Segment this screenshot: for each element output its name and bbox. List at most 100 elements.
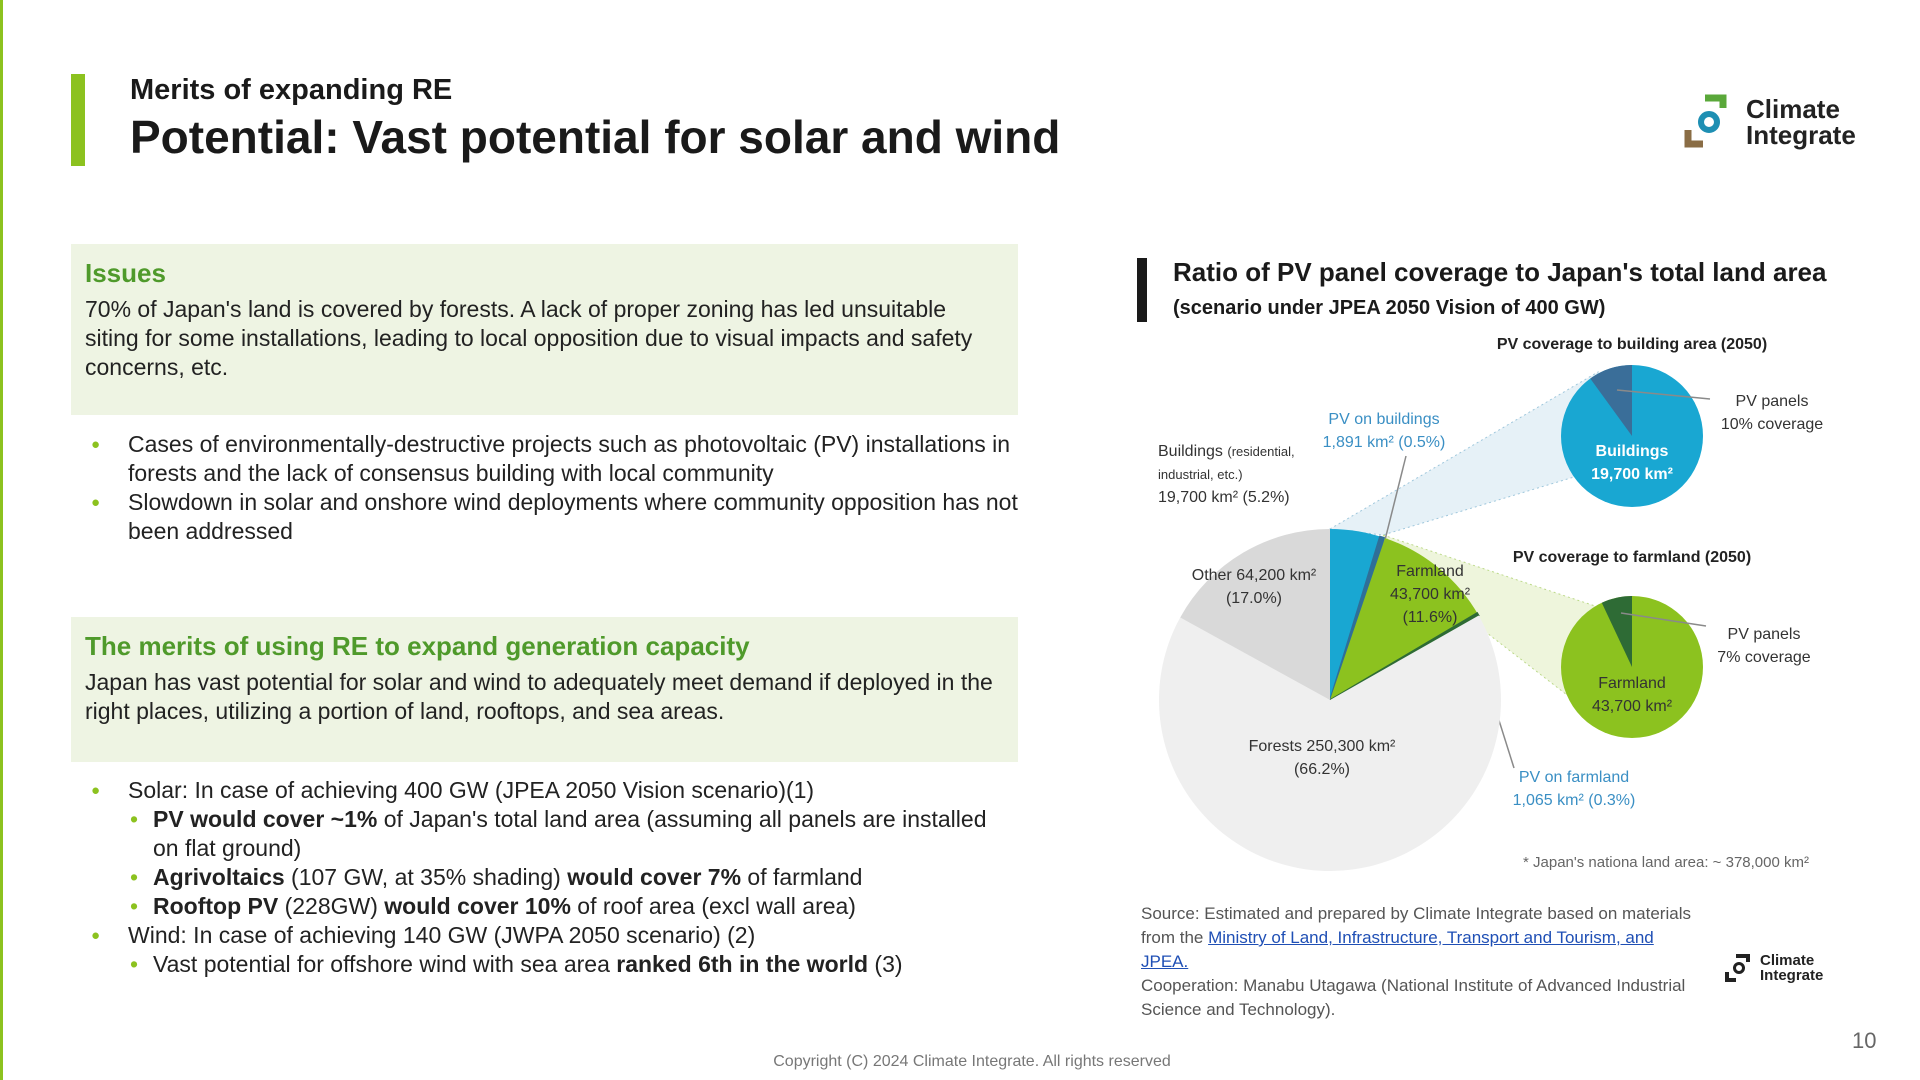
label-part: 19,700 km² [1591, 466, 1673, 483]
edge-bar [0, 0, 3, 1080]
land-note: * Japan's nationa land area: ~ 378,000 k… [1523, 854, 1809, 871]
label-part: PV coverage to building area (2050) [1496, 336, 1768, 353]
label-part: Forests [1248, 738, 1302, 755]
text-run: (3) [868, 951, 903, 977]
issues-box: Issues 70% of Japan's land is covered by… [71, 244, 1018, 415]
label-part: 1,891 km² [1322, 434, 1394, 451]
pie-label: Farmland 43,700 km² [1592, 672, 1672, 718]
source: Source: Estimated and prepared by Climat… [1141, 902, 1701, 1022]
sub-bullet: Vast potential for offshore wind with se… [128, 950, 1018, 979]
label-part: (5.2%) [1242, 489, 1290, 506]
label-part: 10% coverage [1720, 416, 1824, 433]
text-run: Solar: In case of achieving 400 GW (JPEA… [128, 777, 815, 803]
issues-list: Cases of environmentally-destructive pro… [86, 430, 1018, 546]
text-run: would cover 10% [384, 893, 571, 919]
pie-label: Farmland 43,700 km² (11.6%) [1390, 560, 1470, 629]
text-run: Vast potential for offshore wind with se… [153, 951, 617, 977]
label-part: (11.6%) [1402, 609, 1458, 626]
label-part: Other [1191, 567, 1232, 584]
label-part: (17.0%) [1225, 590, 1283, 607]
sub-bullet: Agrivoltaics (107 GW, at 35% shading) wo… [128, 863, 1018, 892]
kicker: Merits of expanding RE [130, 74, 453, 106]
merits-box: The merits of using RE to expand generat… [71, 617, 1018, 762]
sub-list: Vast potential for offshore wind with se… [128, 950, 1018, 979]
pie-label: Buildings (residential, industrial, etc.… [1158, 440, 1328, 509]
label-part: PV on farmland [1518, 769, 1630, 786]
pie-label: PV coverage to farmland (2050) [1513, 549, 1751, 567]
title-bar [71, 74, 85, 166]
pie-label: PV panels 10% coverage [1721, 390, 1823, 436]
label-part: Buildings [1595, 443, 1669, 460]
chart-title-bar [1137, 258, 1147, 322]
text-run: Wind: In case of achieving 140 GW (JWPA … [128, 922, 756, 948]
text-run: Cases of environmentally-destructive pro… [128, 431, 1011, 486]
logo-line: Climate [1760, 952, 1815, 969]
issues-heading: Issues [85, 258, 166, 288]
merits-list: Solar: In case of achieving 400 GW (JPEA… [86, 776, 1018, 979]
bullet: Wind: In case of achieving 140 GW (JWPA … [86, 921, 1018, 979]
label-part: PV coverage to farmland (2050) [1512, 549, 1752, 566]
label-part: PV panels [1735, 393, 1809, 410]
logo-shape [1725, 972, 1736, 982]
text-run: (107 GW, at 35% shading) [284, 864, 568, 890]
pie-label: Other 64,200 km² (17.0%) [1192, 564, 1317, 610]
pie-slice [1180, 529, 1330, 700]
logo-shape [1733, 962, 1745, 974]
logo-shape [1736, 954, 1750, 962]
label-part: 43,700 km² [1591, 698, 1673, 715]
logo-line: Integrate [1760, 967, 1824, 984]
small-logo-text: Climate Integrate [1760, 953, 1823, 983]
sub-bullet: Rooftop PV (228GW) would cover 10% of ro… [128, 892, 1018, 921]
pie-slice [1330, 538, 1479, 700]
text-run: Slowdown in solar and onshore wind deplo… [128, 489, 1018, 544]
leader-line [1620, 612, 1707, 627]
coverage-slice [1590, 365, 1632, 436]
text-run: Source: Estimated and prepared by Climat… [1141, 904, 1691, 947]
link[interactable]: Ministry of Land, Infrastructure, Transp… [1141, 928, 1654, 971]
text-run: Agrivoltaics [153, 864, 285, 890]
text-run: of Japan's total land area (assuming all… [153, 806, 987, 861]
label-part: 250,300 km² [1306, 738, 1396, 755]
leader-line [1616, 389, 1711, 400]
pie-label: Buildings 19,700 km² [1591, 440, 1673, 486]
bullet: Slowdown in solar and onshore wind deplo… [86, 488, 1018, 546]
label-part: Farmland [1598, 675, 1666, 692]
label-part: PV panels [1727, 626, 1801, 643]
text-run: PV would cover ~1% [153, 806, 378, 832]
logo-icon [1684, 94, 1727, 148]
text-run: of farmland [741, 864, 863, 890]
label-part: PV on buildings [1328, 411, 1440, 428]
small-logo-icon [1725, 954, 1750, 982]
label-part: (0.5%) [1398, 434, 1446, 451]
pie-label: Forests 250,300 km² (66.2%) [1249, 735, 1396, 781]
cooperation: Cooperation: Manabu Utagawa (National In… [1141, 976, 1686, 1019]
label-part: 19,700 km² [1158, 489, 1239, 506]
logo-shape [1705, 94, 1727, 108]
logo-shape [1684, 130, 1703, 148]
merits-heading: The merits of using RE to expand generat… [85, 631, 750, 661]
bullet: Cases of environmentally-destructive pro… [86, 430, 1018, 488]
pie-sub-slice [1329, 611, 1480, 701]
logo-shape [1698, 111, 1720, 133]
page-number: 10 [1852, 1028, 1877, 1053]
sub-bullet: PV would cover ~1% of Japan's total land… [128, 805, 1018, 863]
pie-label: PV on farmland 1,065 km² (0.3%) [1513, 766, 1636, 812]
page-title: Potential: Vast potential for solar and … [130, 111, 1061, 163]
label-part: (0.3%) [1588, 792, 1636, 809]
pie-label: PV on buildings 1,891 km² (0.5%) [1323, 408, 1446, 454]
label-part: (66.2%) [1293, 761, 1351, 778]
chart-title: Ratio of PV panel coverage to Japan's to… [1173, 257, 1827, 287]
text-run: of roof area (excl wall area) [570, 893, 856, 919]
pie-label: PV coverage to building area (2050) [1497, 336, 1767, 354]
bullet: Solar: In case of achieving 400 GW (JPEA… [86, 776, 1018, 921]
label-part: 64,200 km² [1236, 567, 1317, 584]
text-run: (228GW) [278, 893, 385, 919]
logo-line: Climate [1746, 94, 1840, 124]
label-part: Buildings [1158, 443, 1223, 460]
chart-subtitle: (scenario under JPEA 2050 Vision of 400 … [1173, 297, 1606, 319]
text-run: would cover 7% [567, 864, 742, 890]
logo-line: Integrate [1746, 120, 1856, 150]
